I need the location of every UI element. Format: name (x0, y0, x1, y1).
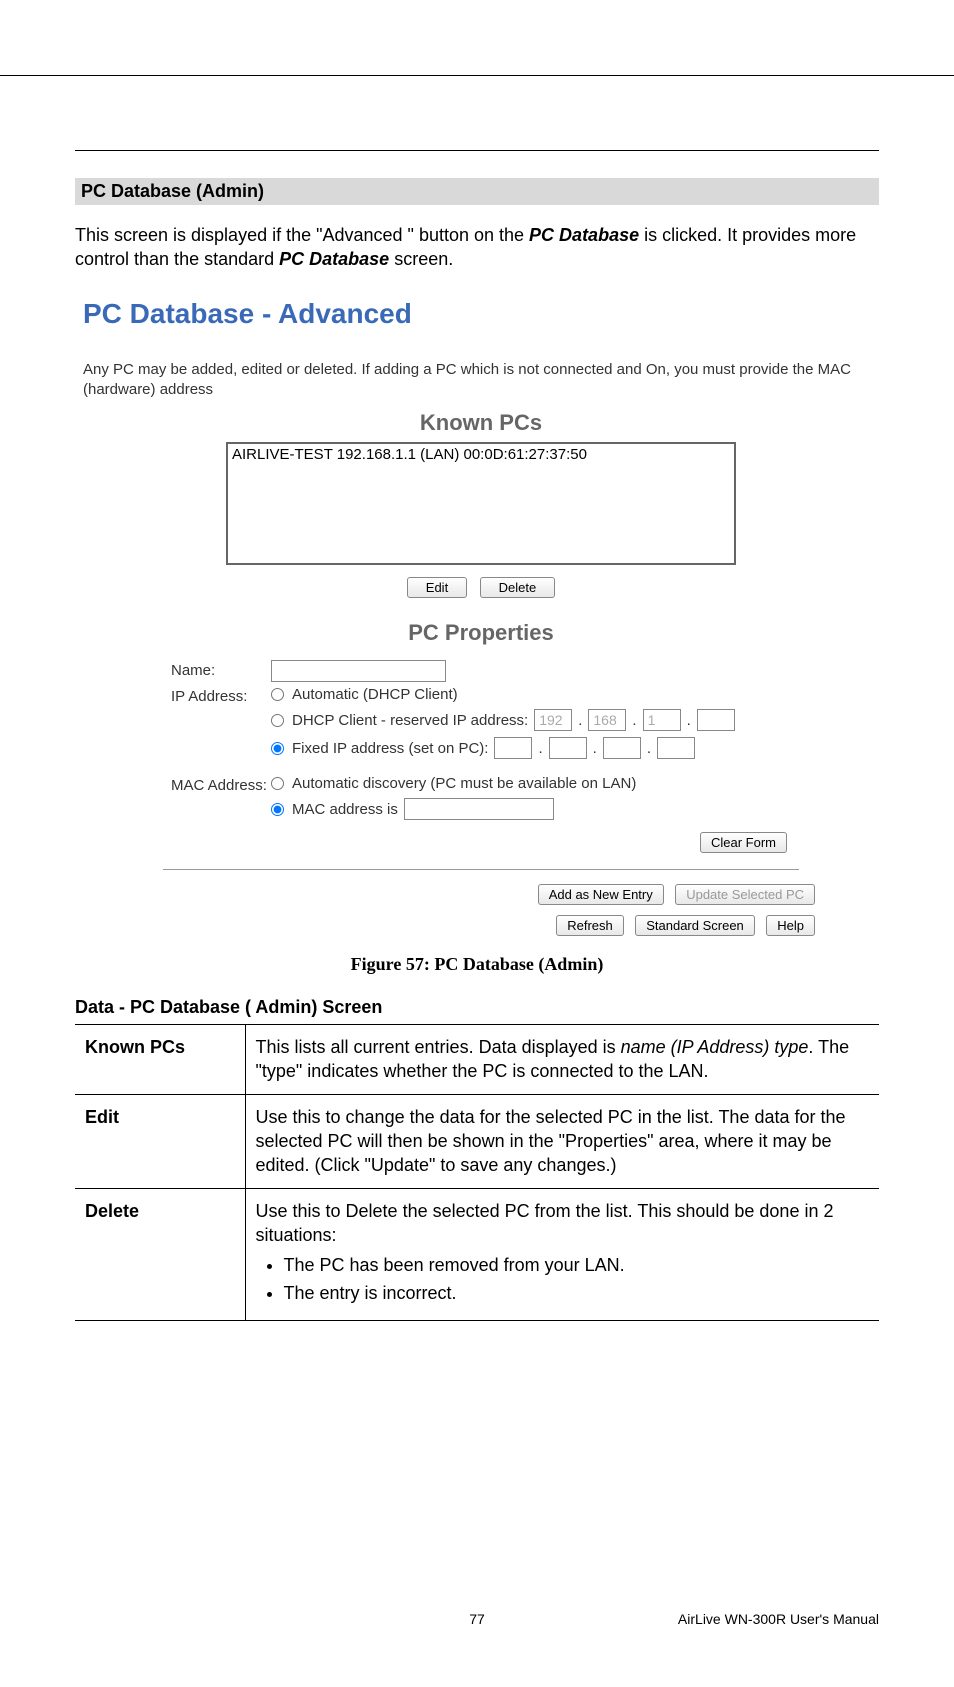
delete-button[interactable]: Delete (480, 577, 556, 598)
ip-fixed-radio[interactable] (271, 742, 284, 755)
page-footer: 77 AirLive WN-300R User's Manual (75, 1611, 879, 1627)
mac-auto-radio[interactable] (271, 777, 284, 790)
ip-octet-2[interactable] (588, 709, 626, 731)
table-row-content: This lists all current entries. Data dis… (245, 1025, 879, 1095)
screenshot-panel: PC Database - Advanced Any PC may be add… (75, 292, 879, 937)
known-pcs-entry[interactable]: AIRLIVE-TEST 192.168.1.1 (LAN) 00:0D:61:… (232, 446, 730, 463)
mac-auto-label: Automatic discovery (PC must be availabl… (292, 775, 636, 792)
mac-input[interactable] (404, 798, 554, 820)
ip-fixed-octet-4[interactable] (657, 737, 695, 759)
mac-manual-label: MAC address is (292, 801, 398, 818)
intro-text: This screen is displayed if the "Advance… (75, 223, 879, 272)
ip-fixed-octet-2[interactable] (549, 737, 587, 759)
data-table: Known PCsThis lists all current entries.… (75, 1024, 879, 1321)
ip-octet-4[interactable] (697, 709, 735, 731)
ip-octet-3[interactable] (643, 709, 681, 731)
ip-fixed-octet-1[interactable] (494, 737, 532, 759)
pc-properties-heading: PC Properties (83, 620, 879, 646)
name-input[interactable] (271, 660, 446, 682)
ip-fixed-label: Fixed IP address (set on PC): (292, 740, 488, 757)
section-header: PC Database (Admin) (75, 178, 879, 205)
ip-dhcp-reserved-radio[interactable] (271, 714, 284, 727)
standard-screen-button[interactable]: Standard Screen (635, 915, 755, 936)
page-number: 77 (469, 1611, 485, 1627)
mac-address-label: MAC Address: (171, 775, 271, 794)
ip-fixed-octet-3[interactable] (603, 737, 641, 759)
help-button[interactable]: Help (766, 915, 815, 936)
ip-dhcp-reserved-label: DHCP Client - reserved IP address: (292, 712, 528, 729)
table-row-label: Edit (75, 1094, 245, 1188)
screenshot-title: PC Database - Advanced (83, 298, 879, 330)
refresh-button[interactable]: Refresh (556, 915, 624, 936)
add-new-entry-button[interactable]: Add as New Entry (538, 884, 664, 905)
pc-properties-box: Name: IP Address: Automatic (DHCP Client… (163, 652, 799, 870)
ip-auto-label: Automatic (DHCP Client) (292, 686, 458, 703)
update-selected-button[interactable]: Update Selected PC (675, 884, 815, 905)
known-pcs-heading: Known PCs (83, 410, 879, 436)
table-title: Data - PC Database ( Admin) Screen (75, 997, 879, 1018)
ip-address-label: IP Address: (171, 686, 271, 705)
ip-auto-radio[interactable] (271, 688, 284, 701)
mac-manual-radio[interactable] (271, 803, 284, 816)
table-row-label: Delete (75, 1188, 245, 1320)
ip-octet-1[interactable] (534, 709, 572, 731)
figure-caption: Figure 57: PC Database (Admin) (75, 954, 879, 975)
known-pcs-listbox[interactable]: AIRLIVE-TEST 192.168.1.1 (LAN) 00:0D:61:… (226, 442, 736, 565)
footer-right: AirLive WN-300R User's Manual (678, 1611, 879, 1627)
screenshot-subtitle: Any PC may be added, edited or deleted. … (83, 360, 879, 401)
name-label: Name: (171, 660, 271, 679)
clear-form-button[interactable]: Clear Form (700, 832, 787, 853)
edit-button[interactable]: Edit (407, 577, 467, 598)
table-row-content: Use this to change the data for the sele… (245, 1094, 879, 1188)
table-row-label: Known PCs (75, 1025, 245, 1095)
table-row-content: Use this to Delete the selected PC from … (245, 1188, 879, 1320)
